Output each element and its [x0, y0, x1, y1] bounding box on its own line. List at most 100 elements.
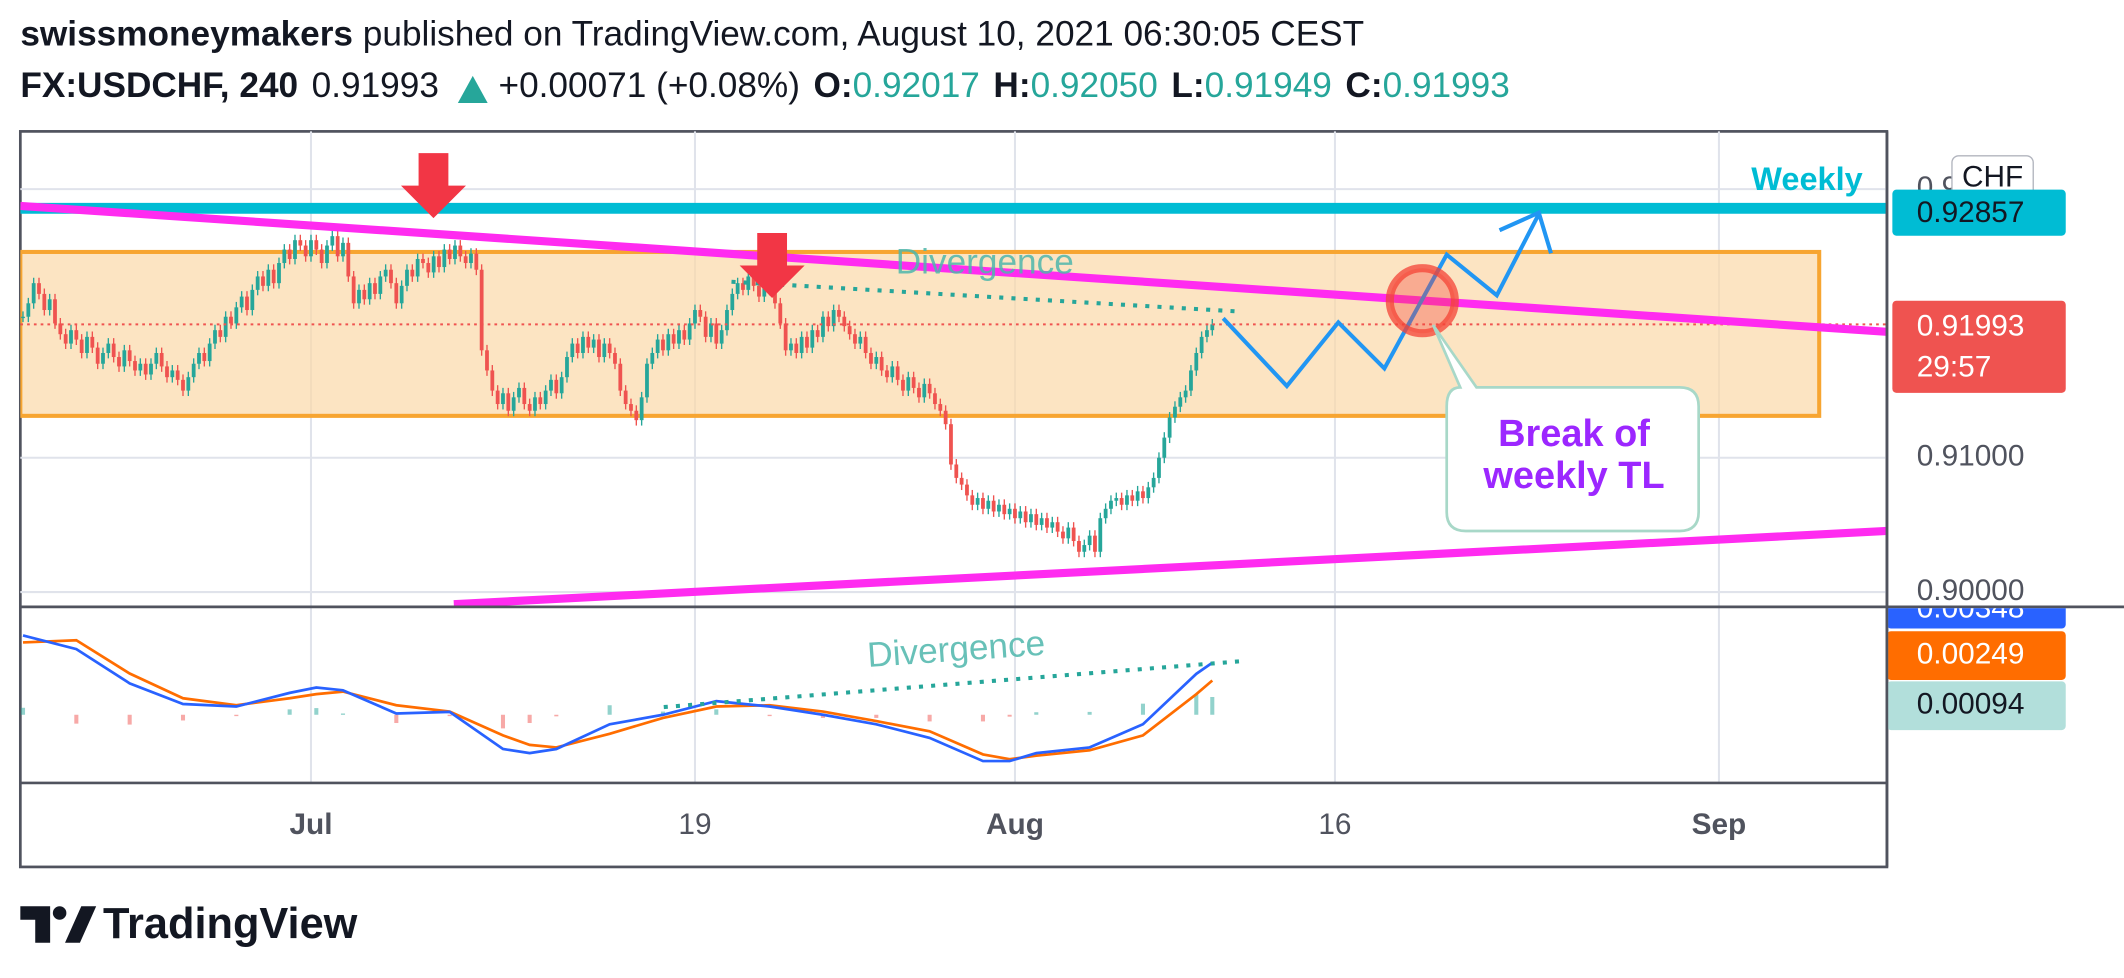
candle	[810, 330, 815, 348]
close-label: C:	[1345, 66, 1382, 105]
x-tick-label: Aug	[986, 808, 1044, 841]
weekly-price-box	[1892, 189, 2066, 236]
candle	[447, 249, 452, 259]
candle	[319, 249, 324, 264]
candle	[138, 363, 143, 371]
candle	[597, 339, 601, 358]
candle	[1146, 487, 1151, 499]
candle	[143, 363, 148, 375]
histogram-label-box	[1888, 681, 2066, 731]
candle	[831, 310, 836, 327]
candle	[1173, 406, 1177, 418]
candle	[69, 330, 73, 344]
candle	[527, 404, 532, 411]
candle	[559, 377, 564, 394]
candle	[842, 316, 847, 327]
candle	[330, 236, 335, 246]
candle	[602, 343, 607, 358]
histogram-bar	[20, 707, 26, 715]
candle	[959, 477, 964, 485]
macd-pane: Divergence	[20, 624, 1244, 763]
candle	[250, 289, 255, 311]
histogram-bar	[980, 714, 985, 722]
candle	[735, 283, 740, 294]
candle	[85, 336, 89, 353]
candle	[362, 289, 367, 300]
candle	[773, 289, 777, 304]
candle	[1061, 531, 1065, 539]
candle	[629, 404, 633, 411]
y-tick-label: 0.91000	[1917, 440, 2025, 473]
histogram-bar	[127, 714, 132, 725]
candle	[101, 352, 105, 364]
header-line-2: FX:USDCHF, 240 0.91993 +0.00071 (+0.08%) O:…	[20, 66, 1510, 105]
candle	[229, 316, 233, 324]
published: published on TradingView.com, August 10,…	[363, 15, 1364, 54]
candle	[207, 343, 212, 362]
candle	[122, 350, 127, 367]
candle	[53, 299, 57, 324]
candle	[303, 245, 308, 257]
candle	[373, 283, 377, 294]
candle	[917, 387, 921, 398]
candle	[245, 296, 249, 311]
macd-label-box	[1888, 608, 2066, 629]
candle	[501, 393, 505, 405]
candle	[943, 410, 948, 425]
macd-divergence-label: Divergence	[866, 624, 1046, 675]
candle	[869, 352, 873, 364]
candle	[111, 343, 116, 358]
candle	[847, 326, 852, 335]
candle	[271, 269, 276, 284]
candle	[170, 370, 175, 378]
x-tick-label: Sep	[1692, 808, 1747, 841]
macd-scale: 0.00348 0.00249 0.00094	[1888, 608, 2066, 731]
candle	[997, 504, 1001, 512]
candle	[1055, 522, 1060, 532]
histogram-bar	[394, 714, 399, 724]
candle	[949, 424, 953, 465]
candle	[197, 352, 201, 364]
candle	[778, 303, 783, 324]
candle	[607, 343, 612, 353]
currency: CHF	[1962, 161, 2023, 194]
candle	[1050, 522, 1055, 528]
candle	[570, 343, 575, 358]
candle	[1199, 336, 1204, 353]
candle	[1013, 508, 1017, 519]
candle	[981, 498, 985, 509]
histogram-bar	[1087, 711, 1092, 715]
candle	[1130, 495, 1135, 501]
x-tick-label: 16	[1318, 808, 1351, 841]
histogram-bar	[554, 714, 559, 717]
candle	[453, 245, 457, 259]
levels	[20, 202, 1887, 326]
weekly-price-label: 0.92857	[1917, 196, 2025, 229]
candle	[677, 330, 681, 344]
candle	[133, 361, 137, 371]
signal-label-box	[1888, 631, 2066, 680]
candle	[885, 370, 889, 378]
candle	[442, 249, 447, 268]
low: 0.91949	[1205, 66, 1332, 105]
candle	[879, 357, 884, 371]
weekly-label: Weekly	[1751, 161, 1862, 197]
histogram-bar	[314, 708, 319, 715]
candle	[1194, 352, 1199, 371]
candle	[906, 377, 911, 391]
candle	[95, 347, 100, 364]
candle	[1157, 457, 1161, 478]
candle	[1066, 527, 1071, 539]
candle	[1210, 324, 1215, 331]
x-tick-label: 19	[678, 808, 711, 841]
candle	[287, 249, 292, 259]
candle	[805, 336, 809, 348]
candle	[1077, 541, 1081, 552]
candle	[21, 316, 25, 319]
candle	[613, 352, 617, 364]
candle	[74, 330, 79, 340]
candle	[351, 276, 356, 304]
histogram-bar	[767, 714, 772, 717]
candle	[1039, 518, 1044, 525]
symbol: FX:USDCHF, 240	[20, 66, 298, 105]
